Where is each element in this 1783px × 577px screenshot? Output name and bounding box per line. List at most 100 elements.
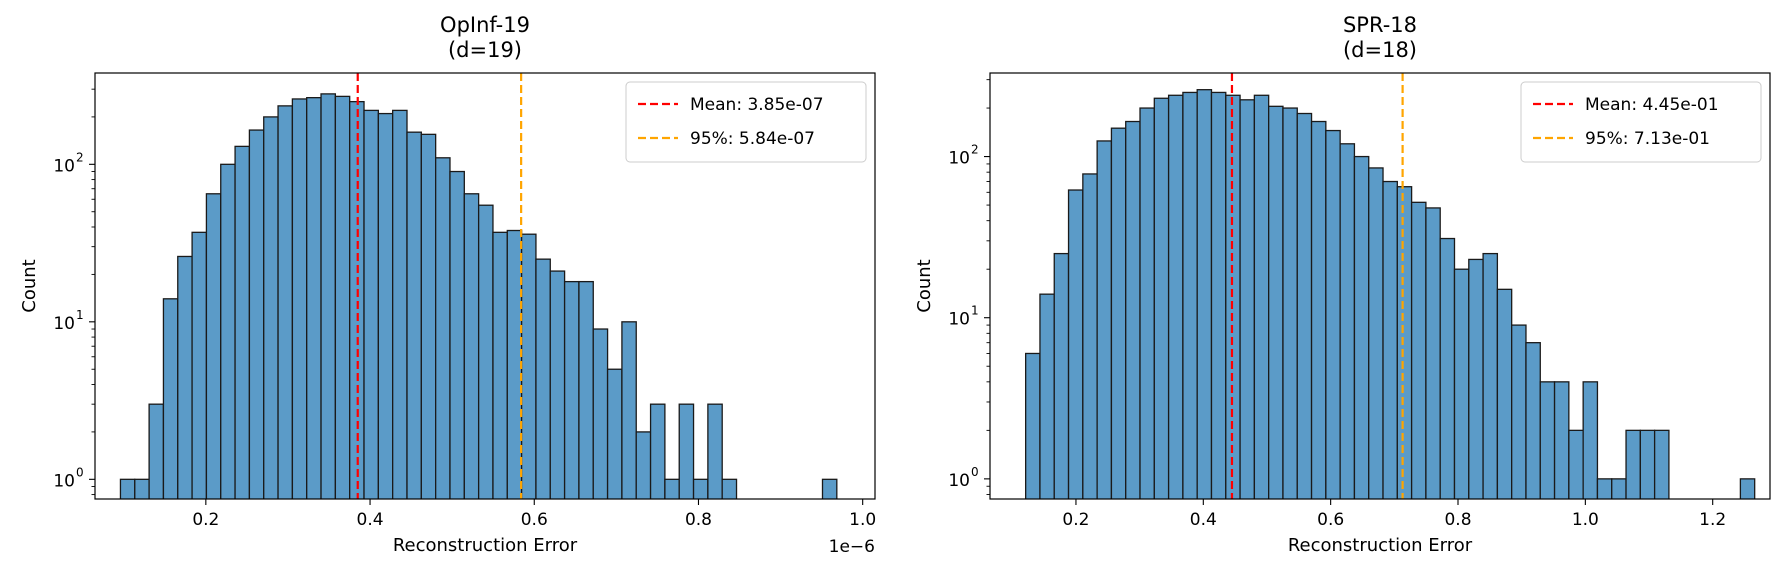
histogram-bar [492,231,508,499]
histogram-bar [1182,91,1198,499]
histogram-bar [649,403,666,499]
y-tick-label: 10 [53,156,75,176]
histogram-bar [1067,189,1084,499]
histogram-bar [1496,288,1513,499]
histogram-bar [1082,173,1098,499]
histogram-bar [1139,107,1155,499]
y-axis-label: Count [914,259,935,312]
histogram-bar [234,145,251,499]
histogram-bar [606,368,623,499]
histogram-bar [1482,252,1499,499]
x-tick-label: 0.2 [1062,510,1089,530]
histogram-bar [1382,180,1398,499]
histogram-bar [377,112,394,499]
chart-title-line: OpInf-19 [440,13,530,37]
histogram-bar [1511,324,1527,499]
histogram-bar [1453,268,1470,499]
histogram-bar [263,116,279,499]
histogram-bar [692,478,709,499]
histogram-bar [1239,99,1256,499]
y-tick-label: 10 [53,471,75,491]
histogram-bar [392,109,408,499]
histogram-bar [1525,342,1541,499]
x-axis-label: Reconstruction Error [393,535,578,556]
histogram-bar [1282,107,1298,499]
histogram-bar [1739,478,1756,499]
histogram-bar [191,231,208,499]
histogram-bar [463,193,480,499]
histogram-bar [277,105,294,499]
y-tick-exponent: 2 [76,150,84,164]
histogram-bar [678,403,695,499]
histogram-bar [1368,167,1384,499]
x-tick-label: 0.6 [1317,510,1344,530]
y-tick-exponent: 1 [76,308,84,322]
histogram-bar [1296,112,1313,499]
histogram-bar [1625,429,1641,499]
histogram-bar [707,403,723,499]
histogram-bar [162,298,179,499]
y-tick-label: 10 [53,314,75,334]
histogram-bar [1553,381,1570,499]
histogram-bar [1653,429,1670,499]
plot-area [119,73,838,499]
x-axis-label: Reconstruction Error [1288,535,1473,556]
histogram-bar [119,478,136,499]
chart-title: OpInf-19 (d=19) [440,13,530,62]
legend: Mean: 3.85e-07 95%: 5.84e-07 [625,81,867,163]
histogram-bar [635,431,652,499]
histogram-bar [449,170,465,499]
histogram-bar [535,258,551,499]
histogram-bar [1268,105,1284,499]
x-tick-label: 1.0 [1572,510,1599,530]
x-offset-text: 1e−6 [829,537,875,557]
y-tick-label: 10 [948,310,970,330]
histogram-bar [320,93,337,499]
x-tick-label: 0.2 [192,510,219,530]
histogram-bar [1125,120,1141,499]
histogram-bar [134,478,150,499]
histogram-bar [821,478,838,499]
histogram-bar [1196,89,1213,499]
histogram-bar [721,478,738,499]
legend-entry: Mean: 4.45e-01 [1585,95,1719,115]
histogram-bar [1253,94,1270,499]
legend-entry: 95%: 5.84e-07 [690,129,815,149]
histogram-bar [664,478,680,499]
histogram-bar [520,233,537,499]
histogram-bar [592,328,609,499]
histogram-bar [1167,94,1184,499]
histogram-bar [1639,429,1656,499]
histogram-bar [1025,352,1041,499]
histogram-bar [1582,381,1599,499]
histogram-bar [1096,140,1113,499]
legend-box [1520,81,1762,163]
x-tick-label: 0.6 [521,510,548,530]
x-tick-label: 0.8 [685,510,712,530]
axes-frame [94,72,876,500]
histogram-bar [420,133,437,499]
x-tick-label: 0.4 [1190,510,1217,530]
y-tick-label: 10 [948,471,970,491]
y-tick-exponent: 2 [971,143,979,157]
histogram-bar [1339,143,1356,499]
legend-entry: Mean: 3.85e-07 [690,95,824,115]
plot-area [1025,73,1756,499]
legend: Mean: 4.45e-01 95%: 7.13e-01 [1520,81,1762,163]
histogram-bar [1468,258,1484,499]
histogram-bar [1396,186,1413,499]
histogram-bar [1110,127,1127,499]
histogram-bar [406,131,422,499]
histogram-bar [363,109,379,499]
histogram-bar [1039,293,1055,499]
legend-entry: 95%: 7.13e-01 [1585,129,1710,149]
x-tick-label: 1.2 [1699,510,1726,530]
histogram-bar [578,280,594,499]
histogram-bar [1425,207,1441,499]
histogram-bar [1539,381,1556,499]
histogram-bar [477,204,494,499]
chart-title: SPR-18 (d=18) [1343,13,1417,62]
histogram-bar [291,98,308,499]
y-tick-label: 10 [948,149,970,169]
